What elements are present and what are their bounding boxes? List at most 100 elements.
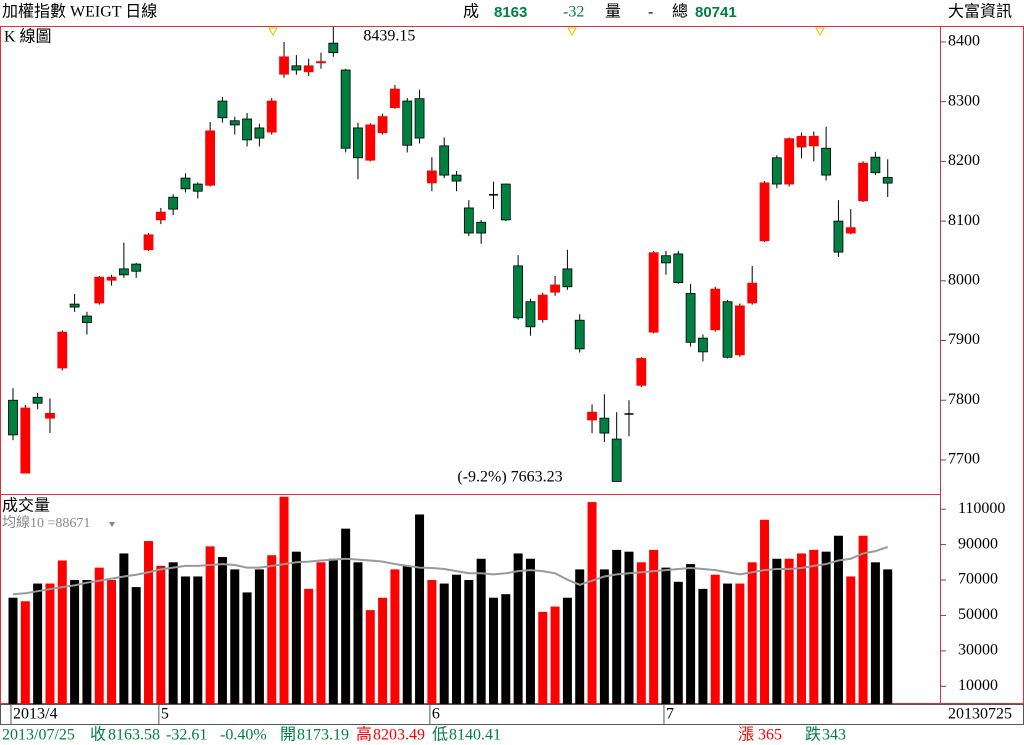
marker	[815, 27, 825, 37]
candle-body	[451, 174, 462, 182]
candle-body	[180, 177, 191, 190]
candle-body	[377, 116, 388, 134]
volume-bar	[119, 553, 129, 704]
volume-bar	[304, 588, 314, 704]
vol-label: 量	[605, 4, 621, 21]
candle-body	[69, 303, 80, 308]
candle-body	[82, 315, 92, 324]
volume-bar	[193, 576, 203, 704]
volume-bar	[205, 546, 215, 704]
total: 80741	[695, 4, 737, 21]
volume-bar	[858, 535, 868, 704]
legend-arrow	[109, 522, 115, 527]
volume-bar	[291, 551, 301, 704]
volume-bar	[267, 555, 277, 704]
volume-bar	[33, 583, 43, 704]
volume-bar	[94, 567, 104, 704]
candle-body	[439, 145, 450, 176]
high-annotation: 8439.15	[363, 28, 415, 45]
footer-down: 343	[822, 727, 846, 744]
y-tick-label: 50000	[958, 606, 998, 623]
candle-body	[303, 65, 314, 73]
y-tick-label: 8300	[948, 92, 980, 109]
change: -32	[563, 4, 584, 21]
volume-bar	[883, 569, 893, 704]
total-label: 總	[672, 3, 688, 21]
candle-body	[784, 138, 795, 185]
volume-bar	[612, 549, 622, 704]
candle-body	[562, 268, 573, 288]
candle-body	[217, 100, 228, 119]
volume-bar	[833, 535, 843, 704]
volume-bar	[242, 592, 252, 704]
candle-body	[32, 396, 43, 404]
price-title: K 線圖	[4, 28, 52, 46]
volume-bar	[649, 549, 659, 704]
volume-bar	[735, 583, 745, 704]
footer-date: 2013/07/25	[2, 727, 75, 744]
volume-bar	[168, 562, 178, 704]
volume-title: 成交量	[2, 497, 50, 515]
candle-body	[94, 276, 105, 304]
candle-body	[833, 220, 844, 253]
volume-bar	[8, 597, 18, 704]
volume-bar	[144, 541, 154, 704]
volume-bar	[636, 562, 646, 704]
volume-bar	[131, 587, 141, 704]
footer-open: 8173.19	[297, 727, 349, 744]
volume-bar	[784, 558, 794, 704]
y-tick-label: 110000	[958, 500, 1005, 517]
y-tick-label: 90000	[958, 535, 998, 552]
candle-body	[118, 268, 129, 276]
footer-close-label: 收	[90, 726, 106, 744]
volume-bar	[70, 580, 80, 704]
ma-line	[12, 546, 889, 596]
volume-bar	[488, 597, 498, 704]
volume-bar	[328, 558, 338, 704]
volume-bar	[279, 496, 289, 704]
y-tick-label: 70000	[958, 571, 998, 588]
y-tick-label: 7700	[948, 451, 980, 468]
volume-bar	[378, 597, 388, 704]
volume-bar	[661, 567, 671, 704]
candle-body	[106, 276, 117, 281]
trade: 8163	[494, 4, 527, 21]
volume-bar	[513, 553, 523, 704]
volume-bar	[809, 549, 819, 704]
candle-body	[131, 263, 142, 272]
candle-body	[513, 265, 524, 319]
candle-body	[242, 118, 252, 141]
volume-bar	[415, 514, 425, 704]
candle-body	[636, 358, 647, 386]
candle-body	[858, 162, 868, 202]
ma-legend: 均線10 =88671	[2, 515, 90, 531]
price-plot	[8, 27, 893, 482]
volume-bar	[217, 556, 227, 704]
candle-body	[402, 100, 413, 146]
footer-up-label: 漲	[738, 726, 754, 744]
footer-high-label: 高	[356, 726, 372, 744]
volume-bar	[57, 560, 67, 704]
candle-body	[870, 156, 881, 174]
footer-low: 8140.41	[449, 727, 501, 744]
volume-bar	[316, 562, 326, 704]
volume-bar	[575, 569, 585, 704]
volume-bar	[501, 594, 511, 704]
candle-body	[365, 124, 376, 161]
volume-bar	[476, 558, 486, 704]
volume-bar	[464, 580, 474, 704]
volume-bar	[760, 519, 770, 704]
candle-body	[771, 157, 782, 185]
candle-body	[685, 292, 696, 343]
candle-body	[390, 88, 400, 109]
candle-body	[722, 301, 733, 358]
volume-bar	[156, 565, 166, 704]
marker	[268, 27, 278, 37]
vol: -	[648, 4, 653, 21]
low-annotation: (-9.2%) 7663.23	[457, 469, 562, 486]
volume-bar	[353, 562, 363, 704]
candle-body	[882, 176, 893, 184]
footer-chg: -32.61	[166, 727, 207, 744]
volume-bar	[870, 562, 880, 704]
